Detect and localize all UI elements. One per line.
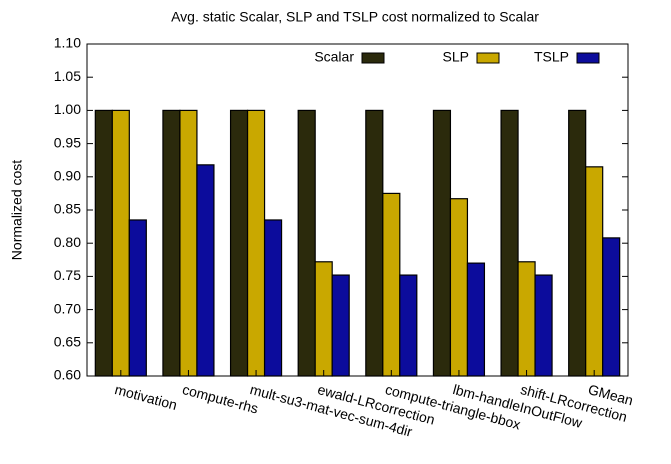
bar bbox=[432, 109, 452, 377]
legend-swatch bbox=[476, 52, 500, 64]
bar bbox=[314, 261, 333, 377]
y-tick-label: 0.60 bbox=[54, 367, 81, 383]
bar bbox=[246, 109, 266, 377]
bar bbox=[534, 274, 553, 377]
bar bbox=[196, 164, 215, 377]
x-tick-label: motivation bbox=[113, 381, 179, 413]
legend-label: Scalar bbox=[314, 49, 354, 65]
bar bbox=[517, 261, 536, 377]
plot-border bbox=[86, 43, 629, 377]
bar bbox=[568, 109, 587, 377]
y-tick-label: 1.00 bbox=[54, 101, 81, 117]
x-tick-label: compute-rhs bbox=[181, 381, 260, 417]
bar bbox=[399, 274, 418, 377]
y-tick-label: 0.95 bbox=[54, 134, 81, 150]
legend-label: TSLP bbox=[534, 49, 569, 65]
bar bbox=[94, 109, 113, 377]
bar bbox=[449, 198, 469, 377]
bar bbox=[263, 219, 283, 377]
bar bbox=[382, 192, 401, 377]
legend-swatch bbox=[576, 52, 600, 64]
y-tick-label: 0.90 bbox=[54, 168, 81, 184]
bar bbox=[466, 262, 486, 377]
y-tick-label: 0.80 bbox=[54, 234, 81, 250]
y-tick-label: 1.05 bbox=[54, 68, 81, 84]
bar bbox=[585, 166, 604, 377]
legend-swatch bbox=[361, 52, 385, 64]
bar bbox=[365, 109, 384, 377]
y-tick-label: 0.75 bbox=[54, 267, 81, 283]
bar bbox=[179, 109, 198, 377]
legend-label: SLP bbox=[443, 49, 469, 65]
y-tick-label: 0.65 bbox=[54, 334, 81, 350]
bar bbox=[229, 109, 249, 377]
bar bbox=[297, 109, 316, 377]
y-tick-label: 0.85 bbox=[54, 201, 81, 217]
y-tick-label: 0.70 bbox=[54, 300, 81, 316]
bar bbox=[500, 109, 519, 377]
bar bbox=[162, 109, 181, 377]
bar bbox=[128, 219, 147, 377]
y-axis-label: Normalized cost bbox=[9, 160, 25, 260]
y-tick-label: 1.10 bbox=[54, 35, 81, 51]
chart-title: Avg. static Scalar, SLP and TSLP cost no… bbox=[171, 9, 539, 25]
bar bbox=[331, 274, 350, 377]
bar bbox=[111, 109, 130, 377]
bar bbox=[602, 237, 621, 377]
